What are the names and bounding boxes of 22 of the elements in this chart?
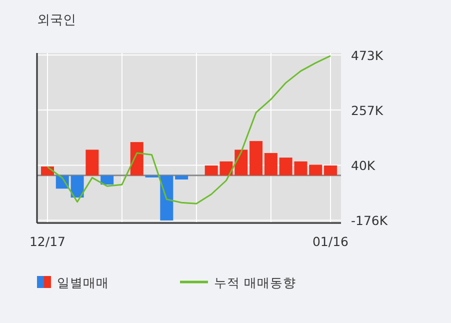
legend-item: 일별매매 [37, 275, 109, 290]
bar [86, 150, 99, 176]
bar [309, 164, 322, 176]
bar [175, 175, 188, 180]
bar [250, 141, 263, 176]
line-series [46, 55, 332, 204]
y-tick-label: 257K [351, 103, 384, 118]
x-tick-label: 12/17 [29, 234, 66, 249]
bar [264, 153, 278, 176]
legend-label: 일별매매 [57, 275, 109, 290]
bar [100, 175, 114, 185]
bar [324, 165, 337, 176]
y-tick-label: -176K [351, 213, 388, 228]
legend-label: 누적 매매동향 [214, 275, 296, 290]
y-tick-label: 40K [351, 158, 376, 174]
chart-title: 외국인 [37, 13, 76, 28]
legend-item: 누적 매매동향 [180, 275, 296, 290]
x-tick-label: 01/16 [312, 234, 349, 249]
bar [234, 150, 248, 176]
bar [70, 175, 84, 198]
bar [130, 142, 144, 176]
y-tick-label: 473K [351, 48, 384, 64]
